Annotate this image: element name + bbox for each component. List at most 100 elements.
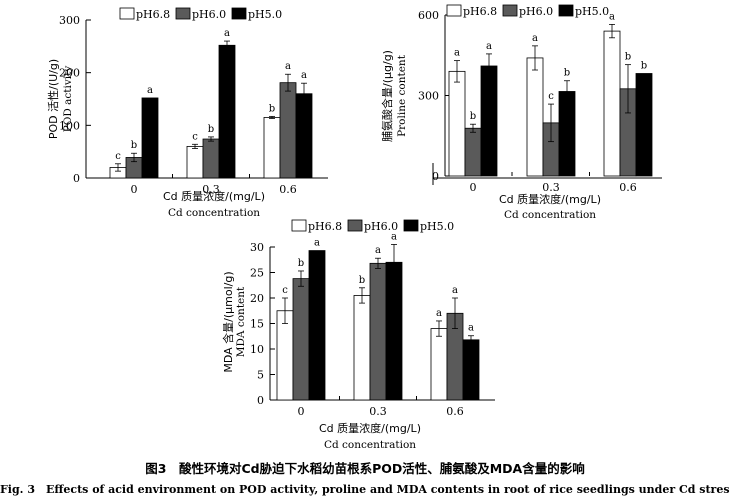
- proline-bar: [526, 57, 544, 177]
- pod-x-tick-label: 0.6: [279, 183, 297, 196]
- pod-bar: [141, 97, 159, 179]
- proline-y-tick-label: 600: [418, 9, 439, 22]
- proline-x-tick-label: 0.6: [619, 181, 637, 194]
- pod-x-tick-label: 0.3: [202, 183, 220, 196]
- pod-bar: [186, 145, 204, 179]
- mda-significance-letter: a: [452, 285, 458, 296]
- mda-y-tick-label: 10: [250, 343, 264, 356]
- pod-y-label-en: POD activity: [62, 66, 74, 133]
- mda-significance-letter: a: [391, 231, 397, 242]
- pod-y-tick-label: 300: [59, 14, 80, 27]
- pod-legend-swatch: [175, 7, 191, 20]
- pod-y-tick-label: 100: [59, 119, 80, 132]
- pod-significance-letter: c: [115, 151, 121, 162]
- pod-legend-swatch: [119, 7, 135, 20]
- pod-legend-label: pH6.0: [192, 8, 226, 21]
- proline-y-label-cn: 脯氨酸含量/(μg/g): [380, 50, 394, 142]
- proline-legend-swatch: [446, 4, 462, 17]
- pod-legend-label: pH6.8: [136, 8, 170, 21]
- mda-x-tick-label: 0.3: [369, 405, 387, 418]
- mda-significance-letter: a: [468, 323, 474, 334]
- proline-y-tick-label: 300: [418, 90, 439, 103]
- proline-bar: [480, 65, 498, 177]
- proline-x-tick-label: 0: [470, 181, 477, 194]
- mda-x-tick-label: 0.6: [446, 405, 464, 418]
- pod-bar: [202, 138, 220, 179]
- pod-significance-letter: b: [131, 140, 137, 151]
- proline-legend-swatch: [558, 4, 574, 17]
- proline-bar: [558, 91, 576, 177]
- proline-significance-letter: c: [548, 91, 554, 102]
- mda-y-tick-label: 15: [250, 318, 264, 331]
- proline-significance-letter: b: [564, 68, 570, 79]
- mda-significance-letter: b: [298, 258, 304, 269]
- proline-bar: [635, 73, 653, 177]
- proline-y-label-en: Proline content: [396, 54, 408, 137]
- proline-y-tick-label: 0: [432, 170, 439, 183]
- mda-y-tick-label: 0: [257, 394, 264, 407]
- pod-significance-letter: c: [192, 131, 198, 142]
- pod-x-tick-label: 0: [131, 183, 138, 196]
- proline-significance-letter: a: [532, 33, 538, 44]
- pod-legend-label: pH5.0: [248, 8, 282, 21]
- proline-bar: [464, 127, 482, 177]
- mda-legend-label: pH5.0: [420, 220, 454, 233]
- mda-y-label-cn: MDA 含量/(μmol/g): [221, 271, 235, 372]
- mda-significance-letter: a: [314, 238, 320, 249]
- pod-significance-letter: a: [147, 85, 153, 96]
- pod-bar: [295, 93, 313, 179]
- proline-significance-letter: a: [454, 48, 460, 59]
- proline-x-tick-label: 0.3: [542, 181, 560, 194]
- pod-bar: [279, 82, 297, 179]
- proline-legend-label: pH6.8: [463, 5, 497, 18]
- pod-y-tick-label: 0: [73, 172, 80, 185]
- mda-legend-label: pH6.0: [364, 220, 398, 233]
- mda-bar: [276, 310, 294, 401]
- mda-x-tick-label: 0: [298, 405, 305, 418]
- mda-y-tick-label: 30: [250, 241, 264, 254]
- mda-significance-letter: b: [359, 275, 365, 286]
- proline-x-label-cn: Cd 质量浓度/(mg/L): [499, 192, 601, 206]
- pod-bar: [263, 117, 281, 179]
- mda-bar: [462, 339, 480, 401]
- mda-bar: [430, 328, 448, 401]
- mda-y-tick-label: 25: [250, 267, 264, 280]
- mda-bar: [385, 261, 403, 401]
- pod-significance-letter: a: [301, 70, 307, 81]
- mda-significance-letter: a: [436, 308, 442, 319]
- caption-english: Fig. 3 Effects of acid environment on PO…: [0, 483, 730, 496]
- mda-legend-swatch: [403, 219, 419, 232]
- mda-significance-letter: a: [375, 245, 381, 256]
- mda-y-tick-label: 5: [257, 369, 264, 382]
- proline-significance-letter: a: [486, 41, 492, 52]
- proline-legend-label: pH5.0: [575, 5, 609, 18]
- proline-significance-letter: b: [470, 111, 476, 122]
- pod-y-label-cn: POD 活性/(U/g): [46, 59, 60, 139]
- pod-legend-swatch: [231, 7, 247, 20]
- proline-x-label-en: Cd concentration: [504, 209, 596, 221]
- proline-bar: [448, 70, 466, 177]
- proline-significance-letter: a: [609, 11, 615, 22]
- mda-y-label-en: MDA content: [235, 286, 247, 357]
- mda-legend-swatch: [347, 219, 363, 232]
- mda-bar: [308, 250, 326, 401]
- pod-x-label-en: Cd concentration: [168, 207, 260, 219]
- pod-significance-letter: a: [224, 28, 230, 39]
- mda-bar: [292, 278, 310, 401]
- mda-x-label-en: Cd concentration: [324, 439, 416, 451]
- proline-significance-letter: b: [625, 52, 631, 63]
- proline-legend-label: pH6.0: [519, 5, 553, 18]
- pod-x-label-cn: Cd 质量浓度/(mg/L): [163, 189, 265, 203]
- mda-legend-label: pH6.8: [308, 220, 342, 233]
- mda-bar: [353, 295, 371, 401]
- proline-legend-swatch: [502, 4, 518, 17]
- proline-significance-letter: b: [641, 60, 647, 71]
- mda-bar: [369, 262, 387, 401]
- pod-significance-letter: b: [269, 103, 275, 114]
- pod-significance-letter: b: [208, 124, 214, 135]
- pod-bar: [218, 44, 236, 179]
